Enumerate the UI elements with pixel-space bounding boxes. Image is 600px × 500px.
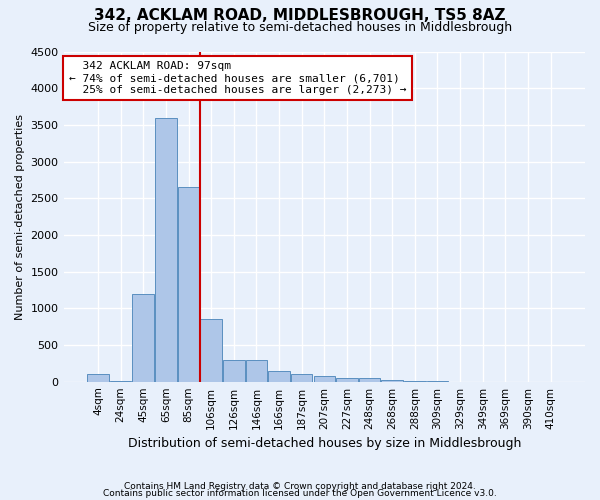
Bar (200, 320, 222, 382)
Bar (336, 378, 358, 382)
Bar (291, 374, 313, 382)
Bar (155, 118, 176, 382)
Y-axis label: Number of semi-detached properties: Number of semi-detached properties (15, 114, 25, 320)
Bar (223, 360, 245, 382)
Bar (133, 294, 154, 382)
Bar (382, 380, 403, 382)
Text: Size of property relative to semi-detached houses in Middlesbrough: Size of property relative to semi-detach… (88, 21, 512, 34)
X-axis label: Distribution of semi-detached houses by size in Middlesbrough: Distribution of semi-detached houses by … (128, 437, 521, 450)
Bar (87, 374, 109, 382)
Bar (245, 360, 267, 382)
Bar (178, 187, 199, 382)
Text: 342 ACKLAM ROAD: 97sqm
← 74% of semi-detached houses are smaller (6,701)
  25% o: 342 ACKLAM ROAD: 97sqm ← 74% of semi-det… (69, 62, 406, 94)
Text: Contains HM Land Registry data © Crown copyright and database right 2024.: Contains HM Land Registry data © Crown c… (124, 482, 476, 491)
Bar (268, 370, 290, 382)
Text: Contains public sector information licensed under the Open Government Licence v3: Contains public sector information licen… (103, 489, 497, 498)
Text: 342, ACKLAM ROAD, MIDDLESBROUGH, TS5 8AZ: 342, ACKLAM ROAD, MIDDLESBROUGH, TS5 8AZ (94, 8, 506, 22)
Bar (359, 378, 380, 382)
Bar (314, 376, 335, 382)
